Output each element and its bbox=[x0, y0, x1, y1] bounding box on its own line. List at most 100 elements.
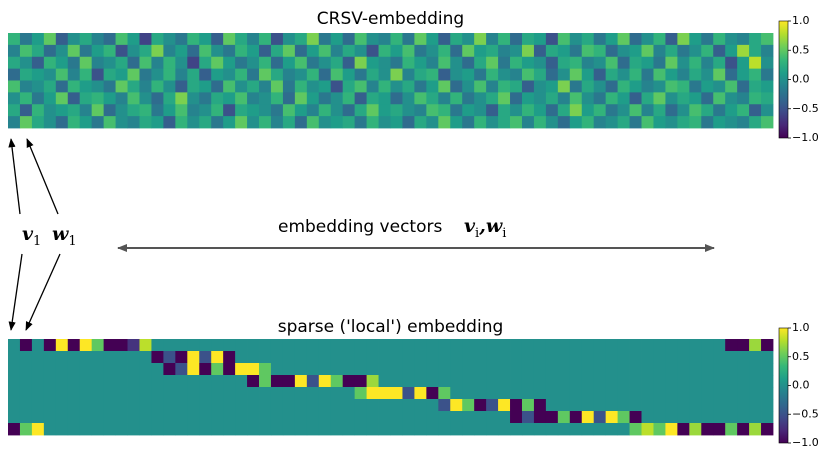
heatmap-cell bbox=[247, 92, 260, 105]
heatmap-cell bbox=[390, 387, 403, 400]
heatmap-cell bbox=[282, 363, 296, 376]
heatmap-cell bbox=[761, 399, 774, 412]
heatmap-cell bbox=[414, 423, 427, 436]
heatmap-cell bbox=[629, 33, 642, 46]
heatmap-cell bbox=[306, 33, 320, 46]
heatmap-cell bbox=[545, 44, 559, 58]
heatmap-cell bbox=[259, 56, 272, 70]
heatmap-cell bbox=[677, 363, 690, 376]
heatmap-cell bbox=[127, 92, 140, 105]
heatmap-cell bbox=[521, 351, 535, 364]
heatmap-cell bbox=[294, 33, 308, 46]
heatmap-cell bbox=[498, 33, 511, 46]
heatmap-cell bbox=[474, 387, 487, 400]
arrow bbox=[25, 253, 61, 331]
heatmap-cell bbox=[163, 411, 176, 424]
heatmap-cell bbox=[366, 339, 379, 352]
heatmap-cell bbox=[199, 68, 212, 81]
heatmap-cell bbox=[462, 399, 475, 412]
heatmap-cell bbox=[450, 56, 463, 70]
heatmap-cell bbox=[510, 387, 523, 400]
heatmap-cell bbox=[593, 423, 607, 436]
heatmap-cell bbox=[438, 56, 451, 70]
heatmap-cell bbox=[79, 33, 93, 46]
heatmap-cell bbox=[378, 399, 391, 412]
heatmap-cell bbox=[462, 411, 475, 424]
heatmap-cell bbox=[115, 68, 128, 81]
heatmap-cell bbox=[450, 80, 463, 93]
heatmap-cell bbox=[533, 104, 547, 117]
heatmap-cell bbox=[115, 80, 128, 93]
heatmap-cell bbox=[486, 104, 499, 117]
heatmap-cell bbox=[139, 423, 152, 436]
heatmap-cell bbox=[581, 375, 595, 388]
heatmap-cell bbox=[115, 92, 128, 105]
heatmap-cell bbox=[354, 104, 367, 117]
heatmap-cell bbox=[199, 80, 212, 93]
heatmap-cell bbox=[533, 411, 547, 424]
heatmap-cell bbox=[103, 411, 116, 424]
heatmap-cell bbox=[378, 80, 391, 93]
symbol: w bbox=[52, 223, 69, 245]
heatmap-cell bbox=[725, 339, 738, 352]
heatmap-cell bbox=[163, 399, 176, 412]
heatmap-cell bbox=[617, 92, 630, 105]
heatmap-cell bbox=[31, 399, 45, 412]
heatmap-cell bbox=[19, 104, 33, 117]
heatmap-cell bbox=[8, 33, 21, 46]
heatmap-cell bbox=[19, 339, 33, 352]
heatmap-cell bbox=[533, 80, 547, 93]
heatmap-cell bbox=[486, 399, 499, 412]
heatmap-cell bbox=[426, 339, 439, 352]
heatmap-cell bbox=[402, 423, 415, 436]
heatmap-cell bbox=[306, 68, 320, 81]
heatmap-cell bbox=[175, 411, 188, 424]
heatmap-cell bbox=[354, 351, 367, 364]
heatmap-cell bbox=[378, 116, 391, 129]
heatmap-cell bbox=[689, 339, 702, 352]
heatmap-cell bbox=[593, 363, 607, 376]
heatmap-cell bbox=[474, 56, 487, 70]
heatmap-cell bbox=[294, 423, 308, 436]
heatmap-cell bbox=[294, 411, 308, 424]
heatmap-cell bbox=[235, 56, 248, 70]
heatmap-cell bbox=[498, 387, 511, 400]
heatmap-cell bbox=[438, 80, 451, 93]
heatmap-cell bbox=[581, 56, 595, 70]
heatmap-cell bbox=[498, 92, 511, 105]
heatmap-cell bbox=[498, 423, 511, 436]
heatmap-cell bbox=[199, 44, 212, 58]
heatmap-cell bbox=[737, 363, 750, 376]
heatmap-cell bbox=[19, 387, 33, 400]
heatmap-cell bbox=[235, 116, 248, 129]
heatmap-cell bbox=[151, 116, 164, 129]
heatmap-cell bbox=[31, 68, 45, 81]
heatmap-cell bbox=[259, 104, 272, 117]
heatmap-cell bbox=[259, 116, 272, 129]
heatmap-cell bbox=[235, 92, 248, 105]
heatmap-cell bbox=[19, 351, 33, 364]
heatmap-cell bbox=[103, 399, 116, 412]
heatmap-cell bbox=[8, 116, 21, 129]
heatmap-cell bbox=[67, 80, 81, 93]
heatmap bbox=[8, 339, 774, 436]
heatmap-cell bbox=[438, 44, 451, 58]
heatmap-cell bbox=[127, 104, 140, 117]
heatmap-cell bbox=[330, 375, 344, 388]
heatmap-cell bbox=[569, 375, 583, 388]
heatmap-cell bbox=[247, 33, 260, 46]
heatmap-cell bbox=[175, 399, 188, 412]
heatmap-cell bbox=[139, 68, 152, 81]
heatmap-cell bbox=[450, 68, 463, 81]
heatmap-cell bbox=[115, 339, 128, 352]
heatmap-cell bbox=[737, 56, 750, 70]
heatmap-cell bbox=[318, 104, 332, 117]
heatmap-cell bbox=[330, 399, 344, 412]
heatmap-cell bbox=[115, 387, 128, 400]
heatmap-cell bbox=[67, 363, 81, 376]
heatmap-cell bbox=[127, 363, 140, 376]
heatmap-cell bbox=[677, 68, 690, 81]
heatmap-cell bbox=[725, 375, 738, 388]
heatmap-cell bbox=[91, 363, 105, 376]
heatmap-cell bbox=[533, 56, 547, 70]
